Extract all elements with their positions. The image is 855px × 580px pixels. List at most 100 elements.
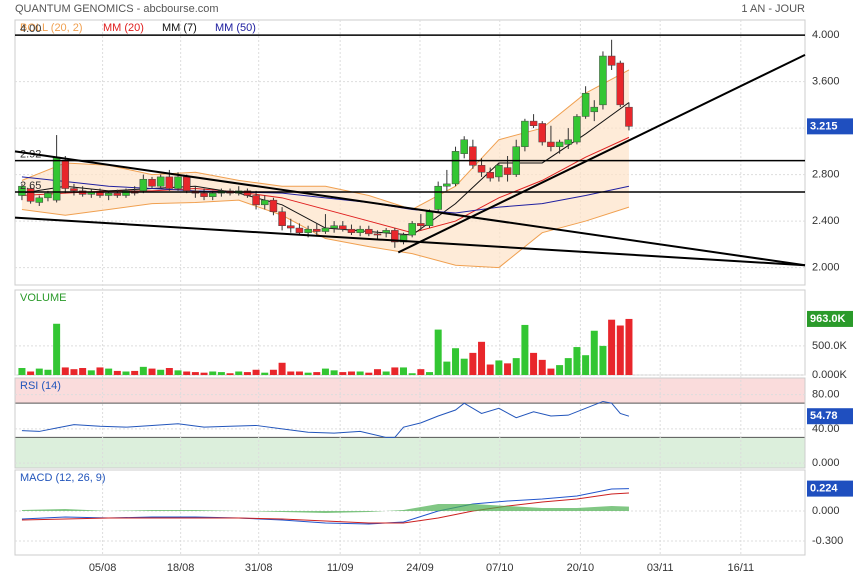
volume-bar bbox=[217, 372, 225, 375]
panel-title: RSI (14) bbox=[20, 380, 61, 392]
volume-bar bbox=[347, 371, 355, 375]
candle-body bbox=[607, 55, 616, 66]
candle-body bbox=[278, 211, 286, 226]
volume-bar bbox=[35, 368, 43, 375]
volume-bar bbox=[278, 362, 286, 375]
x-tick-label: 07/10 bbox=[486, 562, 514, 574]
y-tick-label: 2.400 bbox=[812, 215, 840, 227]
x-tick-label: 16/11 bbox=[727, 562, 754, 574]
x-tick-label: 03/11 bbox=[647, 562, 674, 574]
candle-body bbox=[460, 139, 468, 154]
volume-bar bbox=[521, 324, 529, 375]
volume-bar bbox=[165, 368, 173, 375]
volume-bar bbox=[330, 370, 338, 375]
x-tick-label: 11/09 bbox=[327, 562, 354, 574]
candle-body bbox=[208, 192, 217, 197]
candle-body bbox=[243, 190, 252, 196]
volume-bar bbox=[373, 369, 381, 375]
volume-bar bbox=[486, 364, 494, 375]
candle-body bbox=[113, 192, 122, 196]
volume-bar bbox=[460, 358, 468, 375]
candle-body bbox=[295, 227, 304, 233]
y-tick-label: 0.000 bbox=[812, 505, 840, 517]
candle-body bbox=[391, 230, 399, 243]
candle-body bbox=[373, 233, 382, 236]
y-tick-label: 3.600 bbox=[812, 76, 840, 88]
candle-body bbox=[200, 192, 208, 197]
candle-body bbox=[269, 199, 278, 213]
volume-bar bbox=[616, 325, 624, 375]
macd-histogram bbox=[21, 504, 629, 513]
volume-bar bbox=[573, 347, 581, 375]
candle-body bbox=[503, 167, 512, 175]
volume-bar bbox=[44, 369, 52, 375]
volume-bar bbox=[131, 370, 139, 375]
candle-body bbox=[382, 230, 390, 233]
volume-bar bbox=[191, 372, 199, 375]
last-value-label: 963.0K bbox=[810, 313, 846, 325]
volume-bar bbox=[235, 371, 243, 375]
volume-bar bbox=[417, 369, 425, 375]
last-value-box bbox=[807, 118, 853, 135]
volume-bar bbox=[408, 373, 416, 375]
candle-body bbox=[61, 160, 70, 189]
y-tick-label: 2.000 bbox=[812, 261, 840, 273]
volume-bar bbox=[547, 368, 555, 375]
x-tick-label: 31/08 bbox=[245, 562, 273, 574]
y-tick-label: 0.000K bbox=[812, 369, 848, 381]
x-tick-label: 05/08 bbox=[89, 562, 117, 574]
volume-bar bbox=[399, 367, 407, 375]
volume-bar bbox=[287, 371, 295, 375]
candle-body bbox=[182, 176, 191, 192]
last-value-box bbox=[807, 480, 853, 497]
volume-bar bbox=[426, 372, 434, 375]
candle-body bbox=[104, 192, 113, 196]
volume-bar bbox=[590, 330, 598, 375]
candle-body bbox=[287, 225, 295, 229]
legend-entry: MM (20) bbox=[103, 22, 144, 34]
candle-body bbox=[564, 139, 573, 145]
volume-bar bbox=[443, 361, 451, 375]
volume-bar bbox=[339, 372, 347, 375]
volume-bar bbox=[96, 367, 104, 375]
candle-body bbox=[443, 183, 451, 187]
candle-body bbox=[26, 188, 35, 202]
horizontal-line-label: 2.65 bbox=[20, 180, 41, 192]
volume-bar bbox=[313, 372, 321, 375]
legend-entry: MM (7) bbox=[162, 22, 197, 34]
volume-bar bbox=[356, 371, 364, 375]
candle-body bbox=[573, 116, 581, 143]
candle-body bbox=[165, 176, 174, 189]
panel-frame bbox=[14, 19, 806, 286]
candle-body bbox=[365, 228, 373, 235]
last-value-label: 54.78 bbox=[810, 410, 838, 422]
volume-bar bbox=[27, 371, 35, 375]
trend-line bbox=[14, 150, 806, 267]
volume-bar bbox=[564, 358, 572, 375]
panel-frame bbox=[14, 377, 806, 469]
last-value-label: 0.224 bbox=[810, 483, 838, 495]
candle-body bbox=[529, 120, 538, 127]
candle-body bbox=[417, 223, 425, 226]
volume-bar bbox=[157, 369, 165, 375]
candle-body bbox=[321, 227, 330, 232]
candle-body bbox=[477, 165, 486, 173]
volume-bar bbox=[382, 371, 390, 375]
volume-bar bbox=[365, 372, 373, 375]
candle-body bbox=[486, 172, 494, 179]
candle-body bbox=[156, 176, 165, 187]
volume-bar bbox=[625, 318, 633, 375]
volume-bar bbox=[495, 360, 503, 375]
volume-bar bbox=[174, 370, 182, 375]
candle-body bbox=[35, 197, 44, 203]
volume-bar bbox=[538, 359, 546, 375]
candle-body bbox=[347, 228, 356, 233]
candle-body bbox=[599, 55, 607, 106]
macd-line bbox=[21, 488, 629, 525]
volume-bar bbox=[504, 363, 512, 375]
volume-bar bbox=[391, 367, 399, 375]
candle-body bbox=[434, 185, 442, 210]
candle-body bbox=[555, 141, 564, 147]
volume-bar bbox=[469, 352, 477, 375]
